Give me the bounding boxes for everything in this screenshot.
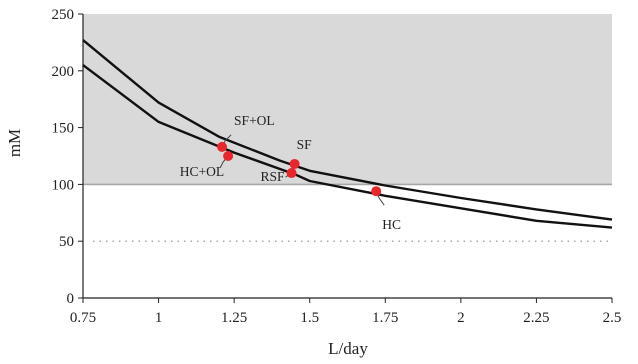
point-label: SF+OL [234,113,275,128]
x-tick-label: 2 [457,310,465,326]
plot-background [83,14,612,185]
tick-labels: 0.75 1 1.25 1.5 1.75 2 2.25 2.5 0 50 100 150 200 250 [52,7,622,326]
x-tick-label: 2.25 [523,310,549,326]
x-axis-title: L/day [328,339,368,358]
data-point-sf [289,158,300,169]
data-point-hc-ol [223,151,234,161]
y-tick-label: 0 [67,291,75,307]
point-label: HC [382,217,401,232]
y-tick-label: 200 [52,64,75,80]
shaded-region [83,14,612,185]
series-line-2 [82,64,613,229]
x-tick-label: 1.25 [221,310,247,326]
y-axis-title: mM [5,129,24,157]
data-points: SF+OL HC+OL SF RSF HC [180,113,401,232]
series-line-1 [82,39,613,221]
point-label: RSF [261,169,286,184]
x-tick-label: 1 [155,310,163,326]
data-point-sf-ol [217,141,228,152]
data-point-rsf [286,168,297,179]
point-label: HC+OL [180,164,224,179]
x-tick-label: 1.75 [372,310,398,326]
x-tick-label: 1.5 [300,310,319,326]
y-tick-label: 50 [59,234,74,250]
axes [78,13,613,303]
data-point-hc [371,186,382,197]
y-tick-label: 100 [52,177,75,193]
series-lines [82,39,613,229]
point-label: SF [297,137,313,152]
x-tick-label: 2.5 [603,310,622,326]
reference-lines [83,183,612,242]
y-tick-label: 250 [52,7,75,23]
y-tick-label: 150 [52,121,75,137]
x-tick-label: 0.75 [70,310,96,326]
